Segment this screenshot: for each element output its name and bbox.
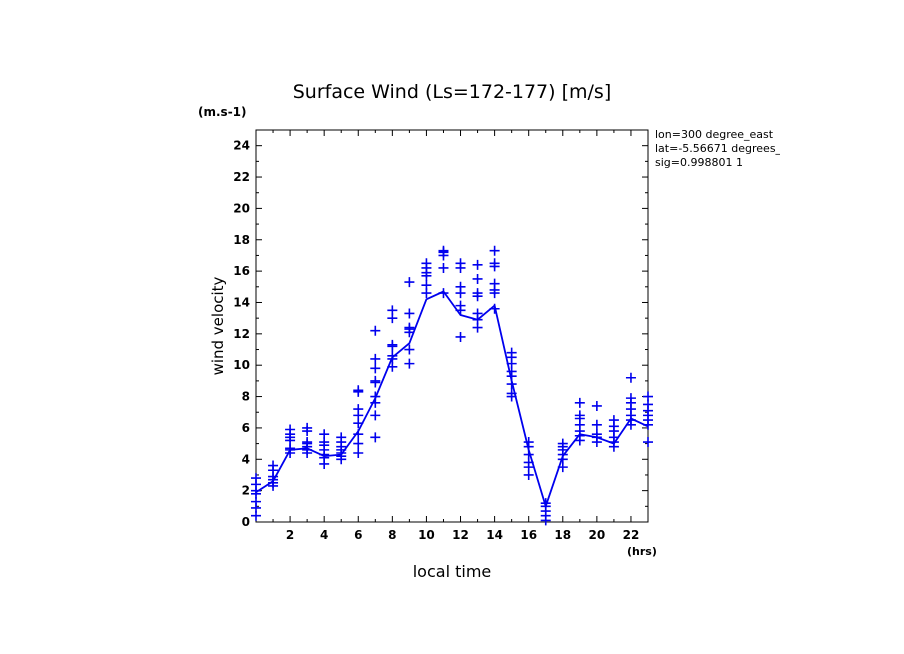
y-tick-label: 24	[233, 139, 250, 153]
sample-marker	[370, 325, 381, 336]
sample-marker	[625, 372, 636, 383]
y-tick-label: 20	[233, 201, 250, 215]
sample-marker	[370, 363, 381, 374]
sample-marker	[574, 410, 585, 421]
y-tick-label: 12	[233, 327, 250, 341]
sample-marker	[370, 375, 381, 386]
x-unit-label: (hrs)	[627, 545, 657, 558]
sample-marker	[404, 308, 415, 319]
sample-marker	[643, 391, 653, 402]
y-tick-label: 6	[242, 421, 250, 435]
x-tick-label: 10	[418, 528, 435, 542]
sample-marker	[472, 273, 483, 284]
sample-marker	[455, 331, 466, 342]
x-tick-label: 18	[554, 528, 571, 542]
sample-marker	[455, 300, 466, 311]
sample-marker	[472, 308, 483, 319]
sample-marker	[387, 339, 398, 350]
sample-marker	[319, 429, 330, 440]
info-clip	[780, 125, 904, 175]
info-line-lon: lon=300 degree_east	[655, 128, 774, 141]
x-tick-label: 22	[623, 528, 640, 542]
sample-marker	[455, 258, 466, 269]
x-tick-label: 4	[320, 528, 328, 542]
y-tick-label: 16	[233, 264, 250, 278]
sample-marker	[506, 347, 517, 358]
sample-marker	[353, 385, 364, 396]
sample-marker	[625, 393, 636, 404]
sample-marker	[591, 419, 602, 430]
sample-marker	[370, 410, 381, 421]
sample-marker	[489, 278, 500, 289]
y-tick-label: 14	[233, 295, 250, 309]
mean-series	[255, 290, 649, 508]
info-line-sig: sig=0.998801 1	[655, 156, 743, 169]
sample-marker	[523, 437, 534, 448]
sample-marker	[353, 438, 364, 449]
sample-marker	[438, 262, 449, 273]
sample-marker	[353, 448, 364, 459]
sample-marker	[353, 404, 364, 415]
y-axis-label: wind velocity	[209, 276, 227, 375]
sample-marker	[370, 432, 381, 443]
sample-marker	[472, 259, 483, 270]
y-unit-label: (m.s-1)	[198, 105, 247, 119]
sample-marker	[489, 258, 500, 269]
info-box: lon=300 degree_east lat=-5.56671 degrees…	[655, 128, 811, 169]
sample-marker	[489, 245, 500, 256]
y-tick-label: 2	[242, 484, 250, 498]
sample-marker	[404, 277, 415, 288]
y-tick-label: 0	[242, 515, 250, 529]
sample-marker	[285, 424, 296, 435]
sample-marker	[268, 460, 279, 471]
info-line-lat: lat=-5.56671 degrees_north	[655, 142, 811, 155]
sample-marker	[438, 245, 449, 256]
sample-marker	[302, 437, 313, 448]
x-tick-label: 2	[286, 528, 294, 542]
sample-marker	[404, 322, 415, 333]
sample-marker	[421, 280, 432, 291]
plot-frame	[255, 129, 649, 523]
x-tick-label: 16	[520, 528, 537, 542]
y-tick-label: 10	[233, 358, 250, 372]
y-tick-label: 8	[242, 390, 250, 404]
sample-marker	[455, 281, 466, 292]
y-tick-label: 18	[233, 233, 250, 247]
x-tick-label: 12	[452, 528, 469, 542]
daily-samples	[251, 245, 653, 526]
x-tick-label: 6	[354, 528, 362, 542]
sample-marker	[404, 358, 415, 369]
y-tick-label: 4	[242, 452, 250, 466]
sample-marker	[421, 258, 432, 269]
sample-marker	[643, 437, 653, 448]
sample-marker	[608, 415, 619, 426]
sample-marker	[251, 473, 261, 484]
sample-marker	[336, 432, 347, 443]
sample-marker	[302, 422, 313, 433]
sample-marker	[574, 397, 585, 408]
mean-line	[255, 290, 649, 508]
sample-marker	[404, 344, 415, 355]
y-tick-label: 22	[233, 170, 250, 184]
sample-marker	[387, 305, 398, 316]
x-tick-label: 8	[388, 528, 396, 542]
sample-marker	[591, 400, 602, 411]
x-axis-label: local time	[413, 562, 492, 581]
x-tick-label: 20	[589, 528, 606, 542]
sample-marker	[370, 353, 381, 364]
sample-marker	[472, 288, 483, 299]
chart-title: Surface Wind (Ls=172-177) [m/s]	[293, 81, 612, 103]
x-tick-label: 14	[486, 528, 503, 542]
sample-marker	[557, 438, 568, 449]
